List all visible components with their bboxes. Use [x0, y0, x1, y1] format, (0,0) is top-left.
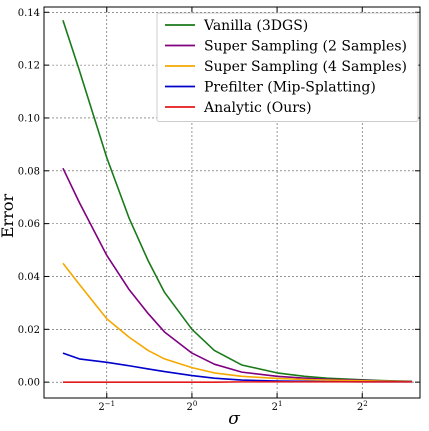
x-tick-label: 2−1 [98, 400, 115, 413]
legend-label: Super Sampling (2 Samples) [204, 39, 407, 55]
legend: Vanilla (3DGS) Super Sampling (2 Samples)… [156, 12, 419, 122]
legend-box [156, 12, 419, 122]
x-axis-label: σ [228, 409, 240, 429]
x-tick-label: 20 [187, 400, 198, 413]
legend-label: Analytic (Ours) [203, 100, 312, 116]
y-tick-label: 0.12 [18, 61, 40, 72]
x-tick-label: 21 [272, 400, 283, 413]
x-axis-ticks: 2−1 20 21 22 [98, 7, 368, 413]
y-tick-label: 0.10 [18, 113, 40, 124]
y-tick-label: 0.04 [18, 272, 40, 283]
y-tick-label: 0.14 [18, 8, 40, 19]
y-tick-label: 0.00 [18, 378, 40, 389]
legend-label: Prefilter (Mip-Splatting) [204, 80, 376, 96]
y-axis-ticks: 0.00 0.02 0.04 0.06 0.08 0.10 0.12 0.14 [18, 8, 420, 389]
legend-label: Super Sampling (4 Samples) [204, 59, 407, 75]
series-line [62, 262, 413, 383]
series-lines [62, 19, 413, 383]
x-tick-label: 22 [357, 400, 368, 413]
y-tick-label: 0.02 [18, 325, 40, 336]
y-tick-label: 0.06 [18, 219, 40, 230]
y-tick-label: 0.08 [18, 166, 40, 177]
y-axis-label: Error [0, 194, 17, 239]
legend-label: Vanilla (3DGS) [203, 18, 308, 34]
plot-frame [43, 6, 421, 399]
